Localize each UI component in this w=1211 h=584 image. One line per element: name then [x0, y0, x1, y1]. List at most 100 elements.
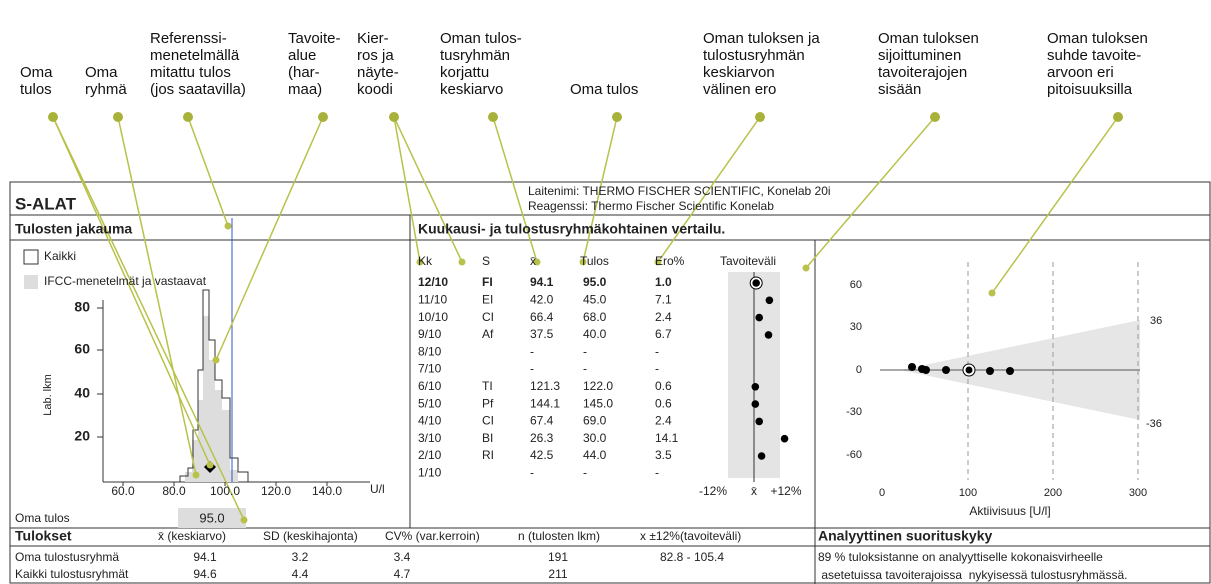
x-tick-label: 100: [959, 487, 977, 499]
annotation-label: suhde tavoite-: [1047, 47, 1141, 64]
y-tick-label: 30: [850, 321, 862, 333]
table-cell: 12/10: [418, 275, 448, 289]
table-cell: 11/10: [418, 292, 447, 306]
leader-end: [240, 516, 248, 524]
table-cell: 2/10: [418, 448, 442, 462]
table-cell: 1/10: [418, 465, 442, 479]
leader-line: [215, 116, 324, 361]
table-cell: 211: [548, 567, 567, 581]
point: [908, 363, 916, 371]
leader-end: [224, 222, 232, 230]
leader-line: [657, 116, 761, 263]
own-value-box: [178, 508, 246, 528]
table-cell: -: [655, 362, 659, 376]
annotation-label: arvoon eri: [1047, 64, 1114, 81]
annotation-label: Kier-: [357, 30, 389, 47]
section-title: Analyyttinen suorituskyky: [818, 528, 992, 544]
table-cell: Pf: [482, 396, 494, 410]
table-cell: 94.6: [193, 567, 217, 581]
table-cell: 0.6: [655, 396, 672, 410]
annotation-label: keskiarvon: [703, 64, 775, 81]
table-cell: FI: [482, 275, 493, 289]
table-cell: -: [530, 362, 534, 376]
table-cell: 3.4: [394, 550, 411, 564]
leader-end: [458, 258, 466, 266]
annotation-label: ryhmä: [85, 81, 127, 98]
table-cell: 30.0: [583, 431, 607, 445]
leader-dot: [1113, 112, 1123, 122]
table-cell: 4.7: [394, 567, 411, 581]
annotation-label: Oma: [20, 64, 53, 81]
column-header: Ero%: [655, 254, 685, 268]
leader-dot: [48, 112, 58, 122]
annotation-label: tulos: [20, 81, 52, 98]
column-header: SD (keskihajonta): [263, 529, 358, 543]
column-header: Tulos: [580, 254, 609, 268]
table-cell: 67.4: [530, 414, 554, 428]
table-cell: 14.1: [655, 431, 679, 445]
deviation-dot: [765, 296, 774, 305]
own-value: 95.0: [199, 510, 224, 525]
table-cell: 4/10: [418, 414, 442, 428]
table-cell: 122.0: [583, 379, 613, 393]
x-tick-label: 100.0: [210, 484, 240, 498]
table-cell: 10/10: [418, 310, 448, 324]
table-cell: 9/10: [418, 327, 442, 341]
table-cell: EI: [482, 292, 493, 306]
table-cell: 42.5: [530, 448, 554, 462]
device: Laitenimi: THERMO FISCHER SCIENTIFIC, Ko…: [528, 184, 831, 198]
table-cell: 40.0: [583, 327, 607, 341]
x-tick-label: 0: [879, 487, 885, 499]
annotation-label: tavoiterajojen: [878, 64, 967, 81]
annotation-label: Oman tuloksen: [1047, 30, 1148, 47]
section-title: Kuukausi- ja tulostusryhmäkohtainen vert…: [418, 221, 725, 237]
leader-end: [206, 461, 214, 469]
column-header: S: [482, 254, 490, 268]
leader-dot: [755, 112, 765, 122]
table-cell: 7/10: [418, 362, 442, 376]
table-cell: 4.4: [292, 567, 309, 581]
leader-dot: [183, 112, 193, 122]
leader-end: [416, 258, 424, 266]
annotation-label: Oma tulos: [570, 81, 638, 98]
table-cell: 94.1: [530, 275, 554, 289]
performance-text: asetetuissa tavoiterajoissa nykyisessä t…: [818, 568, 1127, 582]
y-tick-label: 60: [850, 279, 862, 291]
table-cell: Af: [482, 327, 494, 341]
annotation-label: tulostusryhmän: [703, 47, 805, 64]
leader-end: [579, 258, 587, 266]
table-cell: 6/10: [418, 379, 442, 393]
leader-line: [582, 116, 618, 263]
column-header: CV% (var.kerroin): [385, 529, 480, 543]
y-axis-label: Lab. lkm: [42, 374, 54, 416]
table-cell: 2.4: [655, 310, 672, 324]
x-unit: U/l: [370, 482, 385, 496]
deviation-dot: [755, 417, 763, 426]
table-cell: 95.0: [583, 275, 607, 289]
deviation-dot: [751, 383, 760, 391]
leader-dot: [318, 112, 328, 122]
band-label: -12%: [699, 484, 727, 498]
annotation-label: (har-: [288, 64, 320, 81]
annotation-label: Oman tulos-: [440, 30, 522, 47]
y-tick-label: 60: [74, 341, 90, 357]
table-cell: -: [530, 344, 534, 358]
leader-line: [393, 116, 421, 263]
annotation-label: menetelmällä: [150, 47, 240, 64]
table-cell: 45.0: [583, 292, 607, 306]
annotation-label: Referenssi-: [150, 30, 227, 47]
annotation-label: maa): [288, 81, 322, 98]
point: [1006, 367, 1014, 375]
column-header: x̄ (keskiarvo): [158, 529, 226, 543]
section-title: Tulosten jakauma: [15, 221, 132, 237]
histogram-all: [179, 289, 249, 482]
table-cell: Oma tulostusryhmä: [15, 550, 119, 564]
leader-end: [212, 356, 220, 364]
column-header: x̄: [530, 254, 536, 268]
table-cell: 145.0: [583, 396, 613, 410]
column-header: n (tulosten lkm): [518, 529, 600, 543]
table-cell: TI: [482, 379, 493, 393]
table-cell: -: [655, 344, 659, 358]
x-tick-label: 60.0: [111, 484, 135, 498]
annotation-label: tusryhmän: [440, 47, 510, 64]
